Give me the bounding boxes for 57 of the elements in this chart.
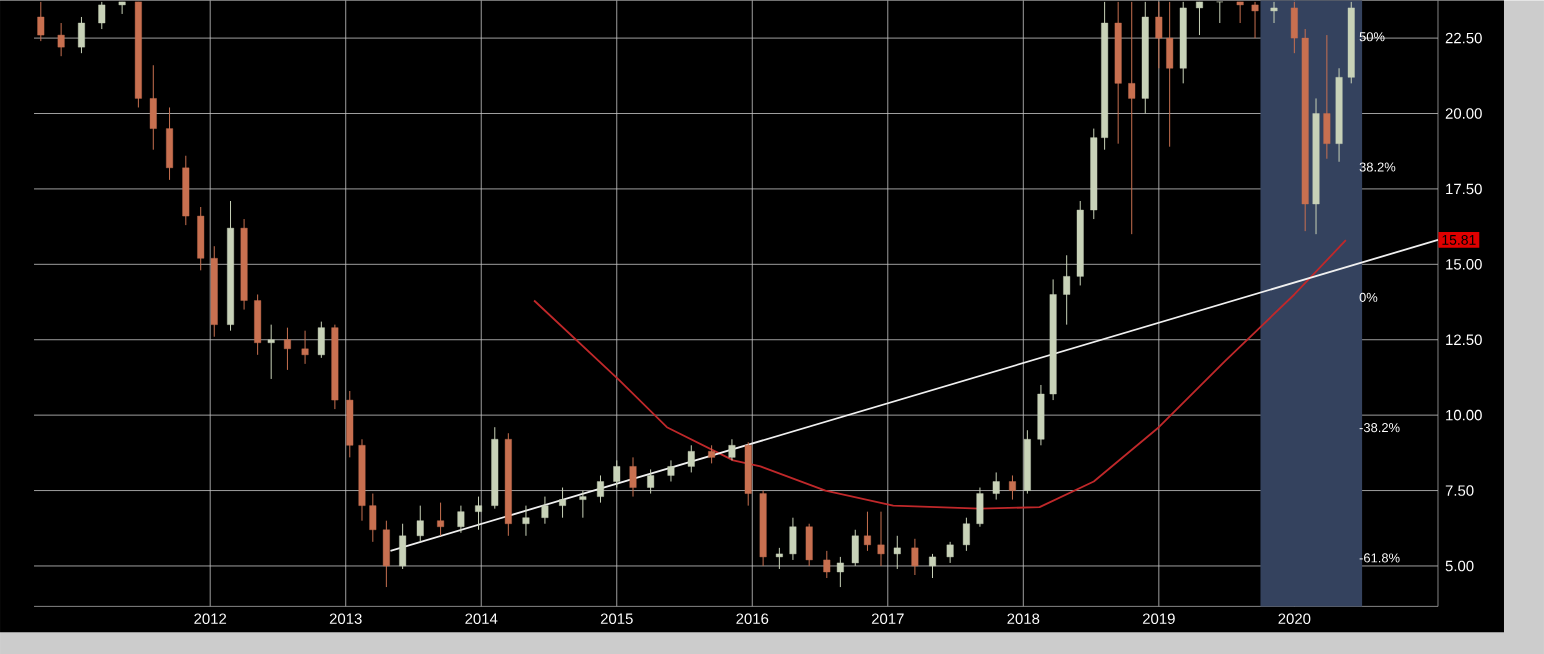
candlestick xyxy=(893,535,901,570)
candlestick xyxy=(1196,1,1203,36)
candlestick xyxy=(597,474,604,503)
candlestick xyxy=(98,1,106,30)
candlestick xyxy=(559,486,566,519)
candlestick xyxy=(1323,34,1331,160)
candlestick xyxy=(1251,1,1259,39)
candlestick xyxy=(789,517,797,561)
candlestick xyxy=(37,1,45,42)
candlestick xyxy=(317,320,325,359)
candlestick xyxy=(416,504,424,543)
candlestick xyxy=(437,501,445,537)
candlestick xyxy=(78,16,85,54)
candlestick xyxy=(823,550,831,579)
candlestick xyxy=(382,520,390,588)
candlestick xyxy=(57,22,65,57)
candlestick xyxy=(1009,474,1016,500)
candlestick xyxy=(877,510,885,567)
candlestick xyxy=(346,390,354,458)
candlestick xyxy=(118,1,126,15)
candlestick xyxy=(149,64,157,151)
candlestick xyxy=(1037,384,1045,446)
candlestick xyxy=(254,293,262,356)
candlestick xyxy=(946,541,954,564)
candlestick xyxy=(541,495,549,525)
candlestick xyxy=(911,538,919,576)
candlestick xyxy=(1128,1,1136,235)
candlestick xyxy=(475,495,482,531)
candlestick xyxy=(647,468,655,494)
candlestick xyxy=(1063,254,1071,325)
candlestick xyxy=(267,323,275,380)
candlestick xyxy=(629,456,637,497)
candlestick xyxy=(197,206,205,271)
candlestick xyxy=(399,523,407,570)
candlestick xyxy=(851,529,859,567)
candlestick xyxy=(992,471,1000,500)
candlestick xyxy=(1270,1,1278,24)
candlestick xyxy=(579,489,587,519)
candlestick xyxy=(667,459,675,482)
candlestick xyxy=(836,556,844,588)
candlestick xyxy=(1236,1,1244,24)
candlestick xyxy=(929,553,936,579)
candlestick xyxy=(976,486,984,528)
candlestick xyxy=(457,504,465,534)
candlestick xyxy=(613,459,621,488)
candlestick xyxy=(728,438,736,461)
candlestick xyxy=(522,504,530,537)
candlestick xyxy=(1216,1,1224,24)
candlestick xyxy=(687,444,695,473)
candlestick xyxy=(284,326,291,371)
candlestick xyxy=(301,330,309,365)
candlestick xyxy=(864,510,871,552)
candlestick xyxy=(166,106,173,181)
candlestick xyxy=(775,547,783,570)
candlestick xyxy=(962,517,970,552)
candlestick xyxy=(708,444,716,464)
candlestick xyxy=(805,523,813,567)
